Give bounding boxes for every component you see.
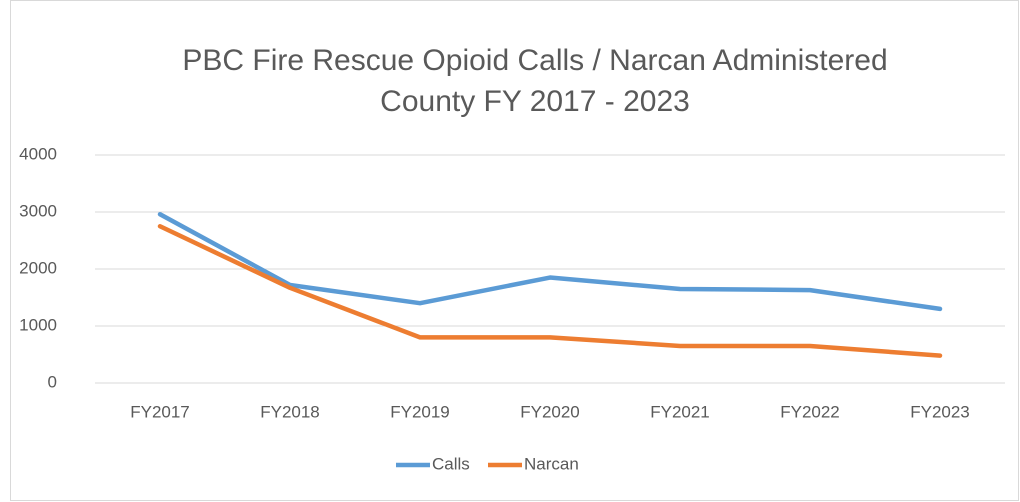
y-tick-label: 4000 [19, 144, 57, 163]
x-tick-label: FY2020 [520, 402, 580, 421]
x-tick-label: FY2023 [910, 402, 970, 421]
y-tick-label: 3000 [19, 201, 57, 220]
y-tick-label: 1000 [19, 315, 57, 334]
x-tick-label: FY2021 [650, 402, 710, 421]
chart-title: PBC Fire Rescue Opioid Calls / Narcan Ad… [182, 44, 887, 77]
x-tick-label: FY2019 [390, 402, 450, 421]
data-line [157, 212, 943, 312]
x-tick-label: FY2017 [130, 402, 190, 421]
y-tick-label: 0 [48, 372, 57, 391]
legend-label: Calls [432, 454, 470, 473]
chart-border [10, 0, 1019, 501]
legend-label: Narcan [524, 454, 579, 473]
x-tick-label: FY2022 [780, 402, 840, 421]
y-tick-label: 2000 [19, 258, 57, 277]
chart-title: County FY 2017 - 2023 [380, 85, 690, 118]
x-tick-label: FY2018 [260, 402, 320, 421]
data-line [157, 224, 943, 358]
